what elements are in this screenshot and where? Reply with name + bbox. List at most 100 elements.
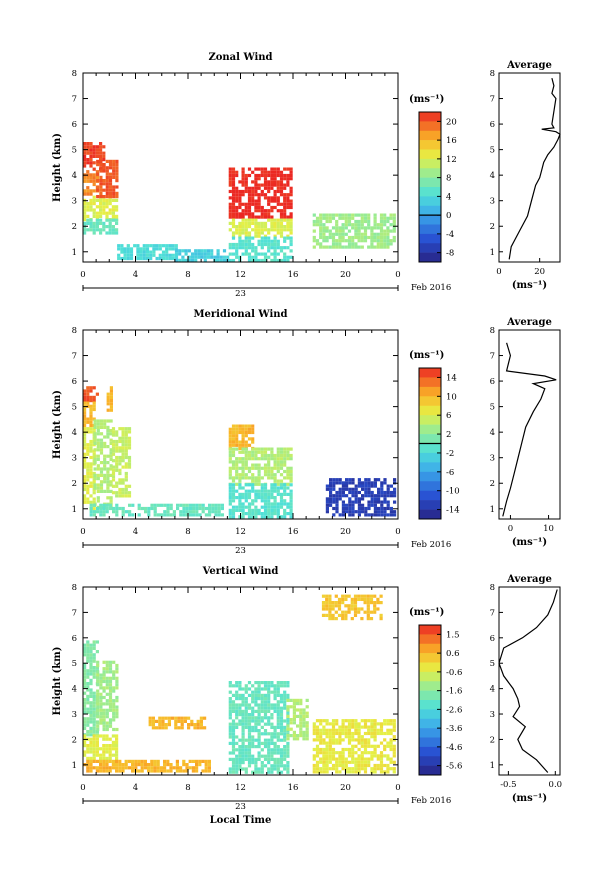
heatmap-cell <box>231 738 236 742</box>
heatmap-cell <box>86 759 90 763</box>
heatmap-cell <box>347 760 352 764</box>
heatmap-cell <box>286 761 290 765</box>
heatmap-cell <box>283 252 287 256</box>
heatmap-cell <box>235 482 239 486</box>
heatmap-cell <box>187 726 191 730</box>
heatmap-cell <box>373 754 377 758</box>
heatmap-cell <box>273 502 277 506</box>
heatmap-cell <box>184 252 188 256</box>
heatmap-cell <box>153 759 157 763</box>
heatmap-cell <box>117 256 121 261</box>
heatmap-cell <box>276 180 280 184</box>
heatmap-cell <box>283 489 287 493</box>
heatmap-cell <box>363 757 368 761</box>
heatmap-cell <box>270 754 274 758</box>
heatmap-cell <box>83 395 87 399</box>
heatmap-cell <box>267 706 271 710</box>
heatmap-cell <box>115 744 119 748</box>
colorbar-segment <box>419 386 441 397</box>
heatmap-cell <box>251 741 255 745</box>
heatmap-cell <box>276 167 280 171</box>
heatmap-cell <box>260 709 264 713</box>
heatmap-cell <box>241 437 245 441</box>
heatmap-cell <box>121 491 125 495</box>
heatmap-cell <box>315 735 320 739</box>
heatmap-cell <box>206 249 211 253</box>
heatmap-cell <box>83 707 87 711</box>
heatmap-cell <box>93 461 97 465</box>
heatmap-cell <box>263 512 268 516</box>
heatmap-cell <box>127 462 132 466</box>
heatmap-cell <box>363 738 368 742</box>
x-tick-label: 0 <box>395 527 400 537</box>
heatmap-cell <box>247 202 252 206</box>
heatmap-cell <box>263 687 268 691</box>
heatmap-cell <box>331 617 335 621</box>
heatmap-cell <box>188 510 192 514</box>
heatmap-cell <box>231 246 236 250</box>
heatmap-cell <box>96 679 100 684</box>
heatmap-cell <box>341 213 345 217</box>
heatmap-cell <box>283 193 287 197</box>
heatmap-cell <box>149 253 153 257</box>
heatmap-cell <box>292 734 296 738</box>
heatmap-cell <box>335 232 339 236</box>
heatmap-cell <box>347 235 352 240</box>
heatmap-cell <box>86 769 90 773</box>
heatmap-cell <box>89 145 93 149</box>
heatmap-cell <box>244 249 248 253</box>
heatmap-cell <box>103 419 107 423</box>
heatmap-cell <box>364 506 368 511</box>
heatmap-cell <box>105 506 109 511</box>
day-label: 23 <box>235 802 246 812</box>
heatmap-cell <box>257 690 261 694</box>
heatmap-cell <box>260 167 264 171</box>
heatmap-cell <box>108 702 113 706</box>
heatmap-cell <box>89 446 93 450</box>
heatmap-cell <box>289 189 293 194</box>
heatmap-cell <box>257 186 261 190</box>
heatmap-cell <box>96 510 100 514</box>
heatmap-cell <box>161 256 166 261</box>
heatmap-cell <box>103 457 107 461</box>
heatmap-cell <box>367 513 371 517</box>
heatmap-cell <box>363 744 368 748</box>
heatmap-cell <box>354 242 358 246</box>
heatmap-cell <box>263 745 268 749</box>
heatmap-cell <box>99 461 104 465</box>
heatmap-cell <box>213 255 217 259</box>
heatmap-cell <box>136 253 140 257</box>
heatmap-cell <box>279 499 284 503</box>
heatmap-cell <box>89 430 93 434</box>
heatmap-cell <box>361 506 365 511</box>
heatmap-cell <box>131 769 135 773</box>
heatmap-cell <box>115 443 119 447</box>
heatmap-cell <box>83 734 87 738</box>
heatmap-cell <box>83 653 87 657</box>
heatmap-cell <box>228 228 232 232</box>
heatmap-cell <box>231 173 236 178</box>
heatmap-cell <box>319 741 323 745</box>
heatmap-cell <box>121 763 125 767</box>
heatmap-cell <box>99 708 103 712</box>
average-y-tick-label: 8 <box>490 583 495 593</box>
heatmap-cell <box>276 512 280 516</box>
heatmap-cell <box>247 209 252 213</box>
heatmap-cell <box>238 693 242 697</box>
heatmap-cell <box>247 741 252 745</box>
heatmap-cell <box>386 232 390 236</box>
heatmap-cell <box>86 747 90 751</box>
heatmap-cell <box>86 218 90 222</box>
heatmap-cell <box>286 732 290 736</box>
heatmap-cell <box>260 236 264 240</box>
heatmap-cell <box>279 684 284 688</box>
heatmap-cell <box>338 478 342 482</box>
heatmap-cell <box>241 242 245 247</box>
heatmap-cell <box>267 748 271 752</box>
heatmap-cell <box>373 722 377 726</box>
heatmap-cell <box>377 478 381 482</box>
heatmap-cell <box>383 506 387 511</box>
heatmap-cell <box>263 209 268 213</box>
heatmap-cell <box>238 761 242 765</box>
heatmap-cell <box>270 690 274 694</box>
